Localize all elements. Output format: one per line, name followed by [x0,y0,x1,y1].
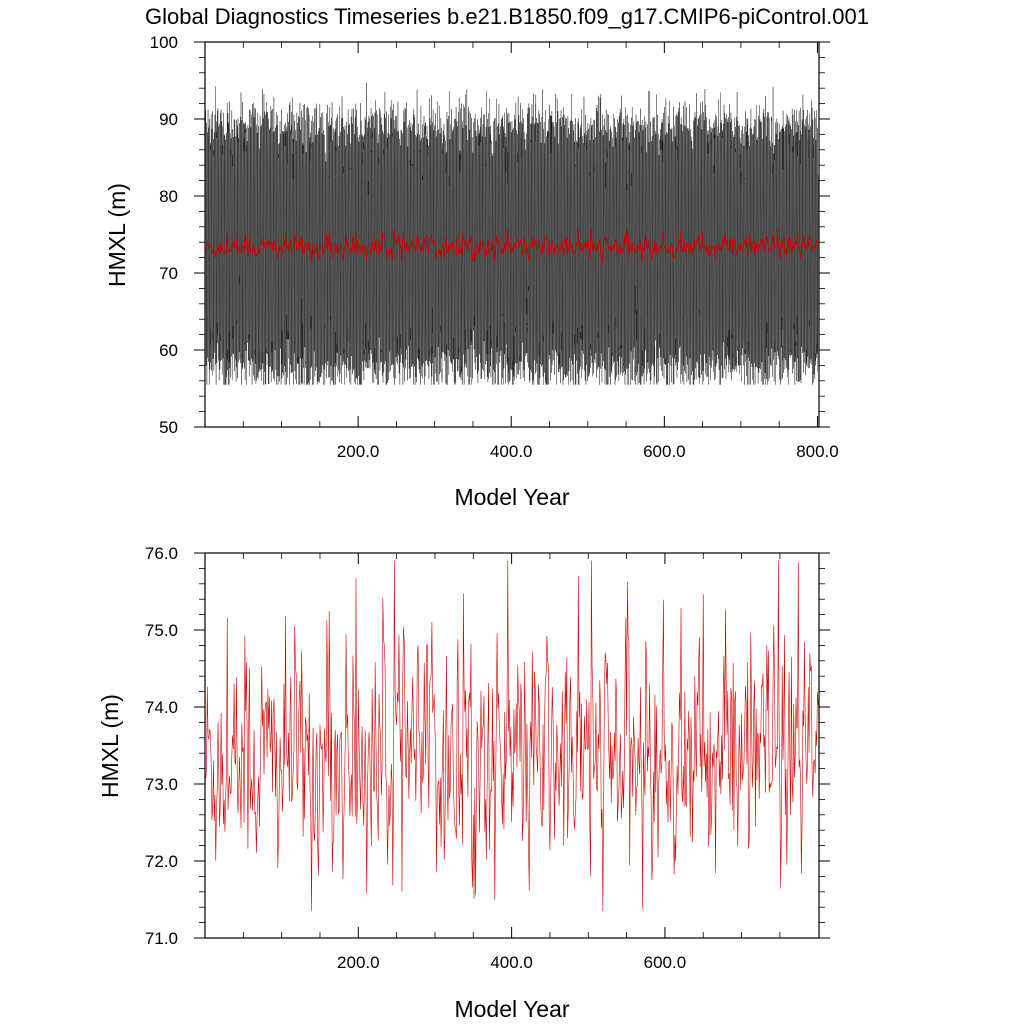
top-y-tick-label: 60 [159,341,178,360]
top-plot-frame [204,41,820,428]
top-monthly-series-line [205,82,819,385]
bottom-x-tick-label: 200.0 [337,953,380,972]
top-y-tick-label: 50 [159,418,178,437]
bottom-y-tick-label: 75.0 [145,621,178,640]
bottom-y-axis: 71.0 72.0 73.0 74.0 75.0 76.0 [145,544,830,948]
top-x-axis: 200.0 400.0 600.0 800.0 [242,42,839,461]
top-x-tick-label: 400.0 [490,442,533,461]
chart-title: Global Diagnostics Timeseries b.e21.B185… [145,4,869,29]
top-y-tick-label: 100 [150,33,178,52]
top-x-axis-title: Model Year [454,484,569,510]
top-y-tick-label: 90 [159,110,178,129]
bottom-x-tick-label: 400.0 [490,953,533,972]
bottom-y-tick-label: 76.0 [145,544,178,563]
bottom-x-axis-title: Model Year [454,996,569,1022]
top-y-tick-label: 80 [159,187,178,206]
top-plot-area [205,82,819,385]
bottom-y-tick-label: 73.0 [145,775,178,794]
bottom-y-axis-title: HMXL (m) [97,694,123,798]
bottom-panel: 200.0 400.0 600.0 71.0 72.0 73.0 74.0 75.0 76.0… [97,544,830,1022]
top-panel: 200.0 400.0 600.0 800.0 50 60 70 80 90 100 Model… [104,33,839,510]
top-y-axis-title: HMXL (m) [104,183,130,287]
top-annual-series-line [205,227,818,263]
bottom-plot-area [205,560,819,912]
top-x-tick-label: 200.0 [337,442,380,461]
bottom-plot-frame [204,552,820,939]
top-y-axis: 50 60 70 80 90 100 [150,33,830,437]
bottom-y-tick-label: 71.0 [145,929,178,948]
top-x-tick-label: 600.0 [643,442,686,461]
top-x-tick-label: 800.0 [796,442,839,461]
bottom-y-tick-label: 72.0 [145,852,178,871]
bottom-y-tick-label: 74.0 [145,698,178,717]
top-y-tick-label: 70 [159,264,178,283]
bottom-annual-series-line [205,560,819,912]
bottom-x-axis: 200.0 400.0 600.0 [242,553,781,972]
bottom-x-tick-label: 600.0 [644,953,687,972]
